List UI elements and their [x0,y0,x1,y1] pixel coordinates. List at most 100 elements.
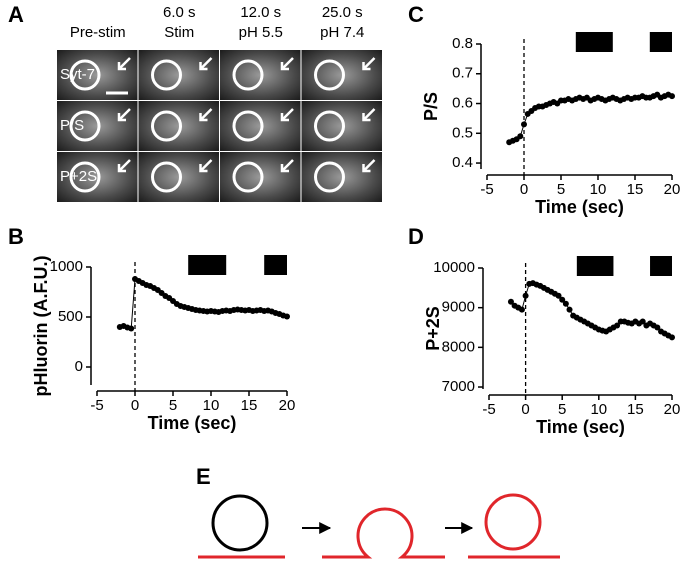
x-axis-title: Time (sec) [535,197,624,217]
pointer-arrow [199,57,213,71]
image-tile [220,152,301,202]
schematic [198,493,560,559]
pointer-arrow [199,108,213,122]
column-header: Stim [164,24,194,41]
image-tile [301,101,382,151]
y-tick-label: 7000 [442,378,475,395]
y-tick-label: 0.5 [452,124,473,141]
column-header: 6.0 s [163,4,196,21]
roi-circle [69,59,101,91]
data-point [518,306,525,313]
roi-circle [232,110,264,142]
x-tick-label: 10 [590,181,607,198]
y-tick-label: 1000 [50,258,83,275]
image-tile [138,101,219,151]
x-tick-label: -5 [480,181,493,198]
roi-circle [151,59,182,91]
panel-label: E [196,464,211,489]
row-label: Syt-7 [60,66,95,83]
stimulus-bar [575,32,613,52]
pointer-arrow [362,108,376,122]
x-tick-label: 5 [169,397,177,414]
x-tick-label: -5 [482,401,495,418]
x-tick-label: 5 [557,181,565,198]
y-tick-label: 0.4 [452,154,473,171]
image-tile [138,50,219,100]
stimulus-bar [649,32,672,52]
x-tick-label: 10 [203,397,220,414]
stimulus-bar [650,256,672,276]
column-header: pH 7.4 [320,24,364,41]
y-tick-label: 0.6 [452,94,473,111]
image-tile [220,50,301,100]
y-tick-label: 0.8 [452,35,473,52]
data-point [128,325,135,332]
data-point [522,292,529,299]
stimulus-bar [188,255,227,275]
stimulus-bar [264,255,287,275]
y-tick-label: 9000 [442,299,475,316]
data-point [654,324,661,331]
y-tick-label: 10000 [433,259,475,276]
column-header: Pre-stim [70,24,126,41]
column-header: 25.0 s [322,4,363,21]
x-tick-label: 5 [558,401,566,418]
roi-circle [69,161,101,193]
x-tick-label: 20 [664,181,681,198]
roi-circle [232,161,264,193]
omega-fusion [322,507,445,559]
data-point [555,292,562,299]
image-tile [301,50,382,100]
roi-circle [314,59,345,91]
x-tick-label: 0 [521,401,529,418]
data-point [559,296,566,303]
pointer-arrow [117,159,131,173]
x-tick-label: -5 [90,397,103,414]
pointer-arrow [280,57,294,71]
y-tick-label: 0.7 [452,65,473,82]
row-label: P/S [60,117,84,134]
row-label: P+2S [60,168,97,185]
x-tick-label: 20 [279,397,296,414]
roi-circle [314,110,345,142]
x-tick-label: 15 [627,181,644,198]
data-point [669,93,675,100]
panel-label: A [8,2,24,27]
roi-circle [232,59,264,91]
x-tick-label: 0 [520,181,528,198]
stimulus-bar [576,256,614,276]
y-axis-title: pHluorin (A.F.U.) [31,256,51,397]
x-axis-title: Time (sec) [148,413,237,433]
pointer-arrow [362,57,376,71]
data-point [521,121,527,128]
image-tile [138,152,219,202]
y-axis-title: P+2S [423,306,443,351]
data-point [614,322,621,329]
panel-label: D [408,224,424,249]
panel-label: B [8,224,24,249]
roi-circle [69,110,101,142]
data-point [566,306,573,313]
data-point [669,334,675,341]
roi-circle [151,110,182,142]
data-line [510,282,673,338]
x-axis-title: Time (sec) [536,417,625,437]
data-point [562,300,569,307]
x-tick-label: 0 [131,397,139,414]
x-tick-label: 15 [627,401,644,418]
data-point [507,298,514,305]
pointer-arrow [280,108,294,122]
pointer-arrow [362,159,376,173]
x-tick-label: 15 [241,397,258,414]
pointer-arrow [199,159,213,173]
y-tick-label: 500 [58,308,83,325]
image-tile [301,152,382,202]
data-point [517,133,524,140]
data-point [639,318,646,325]
x-tick-label: 20 [664,401,681,418]
data-point [284,313,290,320]
vesicle [484,493,542,551]
y-tick-label: 8000 [442,338,475,355]
pointer-arrow [117,57,131,71]
